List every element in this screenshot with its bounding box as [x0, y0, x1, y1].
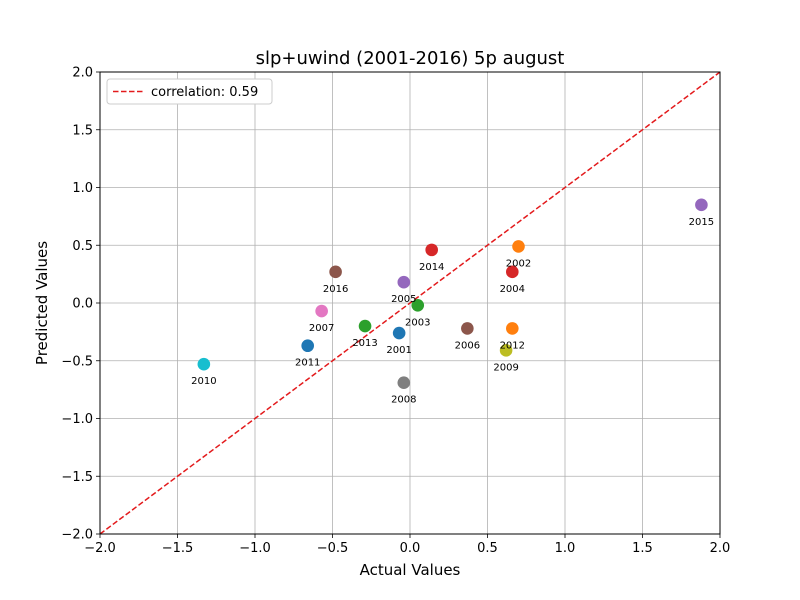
data-point-2014 — [425, 243, 439, 257]
y-tick-label: 1.5 — [72, 123, 93, 138]
point-label-2003: 2003 — [405, 317, 430, 328]
data-point-2006 — [461, 322, 474, 335]
y-tick-label: 1.0 — [72, 181, 93, 196]
legend: correlation: 0.59 — [106, 78, 273, 105]
legend-box — [106, 78, 273, 105]
point-label-2004: 2004 — [500, 284, 525, 295]
x-tick-label: 1.0 — [555, 541, 576, 556]
point-label-2015: 2015 — [689, 217, 714, 228]
point-label-2002: 2002 — [506, 258, 531, 269]
y-axis-title: Predicted Values — [33, 241, 51, 365]
y-tick-label: −2.0 — [61, 528, 93, 543]
point-label-2009: 2009 — [493, 362, 518, 373]
x-axis-title: Actual Values — [360, 561, 461, 579]
chart-title: slp+uwind (2001-2016) 5p august — [256, 48, 565, 69]
point-label-2006: 2006 — [455, 340, 480, 351]
reference-line-layer — [99, 71, 721, 535]
y-tick-label: −0.5 — [61, 354, 93, 369]
point-label-2008: 2008 — [391, 395, 416, 406]
point-label-2013: 2013 — [352, 338, 377, 349]
legend-label: correlation: 0.59 — [151, 85, 258, 100]
point-label-2012: 2012 — [500, 340, 525, 351]
data-point-2005 — [397, 275, 411, 289]
point-label-2010: 2010 — [191, 376, 216, 387]
data-point-2011 — [301, 339, 315, 353]
y-tick-label: −1.0 — [61, 412, 93, 427]
point-label-2007: 2007 — [309, 323, 334, 334]
x-tick-label: 0.5 — [477, 541, 498, 556]
data-point-2007 — [315, 304, 328, 318]
point-label-2011: 2011 — [295, 358, 320, 369]
data-points — [197, 198, 708, 389]
data-point-2012 — [506, 322, 519, 335]
x-tick-label: −1.5 — [162, 541, 194, 556]
y-tick-label: 0.5 — [72, 239, 93, 254]
x-tick-label: −0.5 — [317, 541, 349, 556]
point-label-2005: 2005 — [391, 294, 416, 305]
data-point-2003 — [411, 299, 425, 312]
x-tick-label: −1.0 — [239, 541, 271, 556]
data-point-2004 — [506, 265, 519, 279]
x-tick-label: −2.0 — [84, 541, 116, 556]
data-point-2001 — [392, 326, 406, 340]
y-tick-label: −1.5 — [61, 470, 93, 485]
data-point-2009 — [499, 344, 513, 357]
data-point-2013 — [358, 319, 372, 333]
point-label-2016: 2016 — [323, 284, 348, 295]
point-label-2001: 2001 — [386, 345, 411, 356]
x-axis-ticks: −2.0 −1.5 −1.0 −0.5 0.0 0.5 1.0 1.5 2.0 — [84, 534, 730, 556]
data-point-2016 — [329, 265, 342, 279]
data-point-2008 — [397, 376, 411, 389]
y-tick-label: 0.0 — [72, 297, 93, 312]
point-label-2014: 2014 — [419, 262, 444, 273]
y-axis-ticks: −2.0 −1.5 −1.0 −0.5 0.0 0.5 1.0 1.5 2.0 — [61, 66, 100, 543]
data-point-2010 — [197, 357, 211, 371]
x-tick-label: 0.0 — [400, 541, 421, 556]
point-labels: 2001 2002 2003 2004 2005 2006 2007 2008 2009 2010… — [191, 217, 714, 406]
x-tick-label: 1.5 — [632, 541, 653, 556]
correlation-reference-line — [99, 71, 721, 535]
data-point-2015 — [695, 198, 708, 212]
data-point-2002 — [512, 240, 525, 253]
y-tick-label: 2.0 — [72, 66, 93, 81]
x-tick-label: 2.0 — [710, 541, 731, 556]
